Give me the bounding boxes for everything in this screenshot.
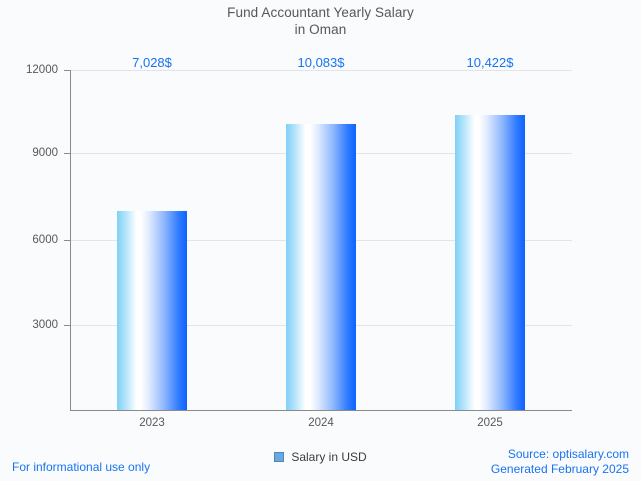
gridline-12000 [70, 70, 572, 71]
source-link[interactable]: Source: optisalary.com [507, 447, 629, 461]
ytick-mark-3000 [64, 325, 70, 326]
x-axis-line [70, 410, 572, 411]
chart-legend: Salary in USD [0, 450, 641, 464]
page-title: Fund Accountant Yearly Salary in Oman [0, 4, 641, 38]
bar-2023[interactable] [117, 211, 187, 410]
value-label-2024: 10,083$ [297, 55, 345, 70]
bar-2025[interactable] [455, 115, 525, 410]
ytick-label-6000: 6000 [32, 234, 58, 246]
bar-chart-plot-area: 12000 9000 6000 3000 7,028$ 10,083$ 10,4… [26, 55, 572, 429]
source-attribution: Source: optisalary.com Generated Februar… [491, 447, 629, 477]
y-axis-line [70, 70, 71, 411]
xtick-label-2023: 2023 [139, 417, 165, 429]
disclaimer-text: For informational use only [12, 460, 151, 474]
value-label-2023: 7,028$ [132, 55, 172, 70]
ytick-mark-9000 [64, 153, 70, 154]
chart-title-line-1: Fund Accountant Yearly Salary [227, 5, 414, 20]
ytick-label-12000: 12000 [26, 64, 58, 76]
ytick-mark-6000 [64, 240, 70, 241]
value-label-2025: 10,422$ [466, 55, 514, 70]
bar-2024[interactable] [286, 124, 356, 410]
ytick-label-3000: 3000 [32, 319, 58, 331]
generated-date: Generated February 2025 [490, 462, 629, 476]
xtick-label-2025: 2025 [477, 417, 503, 429]
ytick-label-9000: 9000 [32, 147, 58, 159]
ytick-mark-12000 [64, 70, 70, 71]
legend-swatch-icon [274, 452, 285, 462]
chart-title-line-2: in Oman [294, 22, 347, 37]
legend-item-label[interactable]: Salary in USD [291, 450, 367, 464]
xtick-label-2024: 2024 [308, 417, 334, 429]
